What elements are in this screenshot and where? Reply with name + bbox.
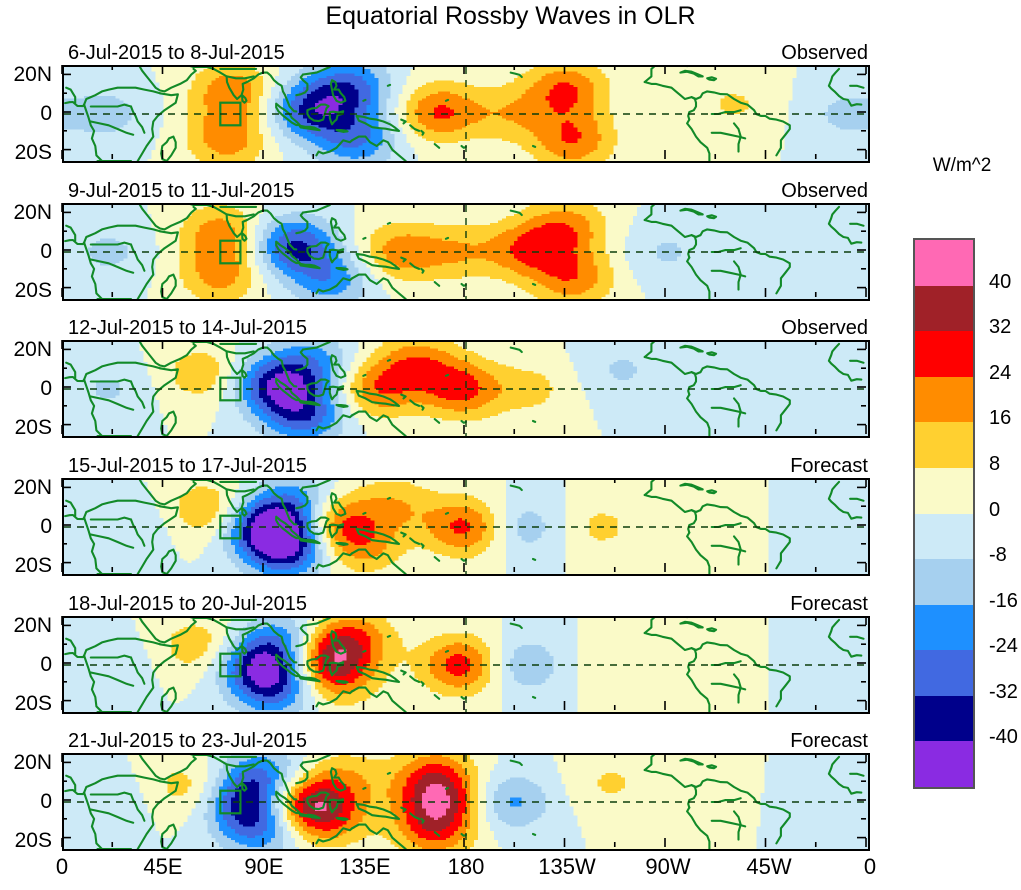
colorbar-tick-24: 24: [989, 361, 1012, 384]
contour-fill: [64, 342, 868, 436]
colorbar-tick-40: 40: [989, 270, 1012, 293]
colorbar-tick--16: -16: [989, 589, 1018, 612]
map-plot-area: [62, 478, 870, 576]
y-axis-label-20n: 20N: [13, 613, 52, 637]
colorbar-tick--24: -24: [989, 635, 1018, 658]
colorbar-tick-8: 8: [989, 452, 1001, 475]
colorbar-band-2: [915, 331, 973, 378]
colorbar-band-3: [915, 376, 973, 423]
x-axis-label-3: 135E: [339, 854, 391, 879]
map-plot-area: [62, 65, 870, 163]
colorbar-band-1: [915, 285, 973, 332]
map-panel-5: 18-Jul-2015 to 20-Jul-2015 Forecast: [61, 593, 870, 714]
colorbar-band-10: [915, 695, 973, 742]
panel-date-range-5: 18-Jul-2015 to 20-Jul-2015: [68, 593, 308, 615]
map-plot-area: [62, 203, 870, 301]
contour-fill: [64, 67, 868, 161]
colorbar-tick--32: -32: [989, 680, 1018, 703]
panel-date-range-1: 6-Jul-2015 to 8-Jul-2015: [68, 42, 285, 64]
colorbar-band-5: [915, 467, 973, 514]
panel-kind-label-1: Observed: [781, 42, 868, 64]
colorbar-tick--40: -40: [989, 726, 1018, 749]
x-axis-label-1: 45E: [143, 854, 183, 879]
x-axis: 0 45E 90E 135E 180 135W 90W 45W 0: [0, 852, 1021, 886]
colorbar-tick-16: 16: [989, 407, 1012, 430]
map-panel-3: 12-Jul-2015 to 14-Jul-2015 Observed: [61, 317, 870, 438]
colorbar-band-8: [915, 604, 973, 651]
colorbar: [913, 238, 975, 789]
panel-kind-label-2: Observed: [781, 180, 868, 202]
y-axis-label-0: 0: [40, 377, 52, 400]
coastlines: [64, 67, 865, 161]
map-panel-6: 21-Jul-2015 to 23-Jul-2015 Forecast: [61, 730, 870, 851]
coastlines: [64, 618, 865, 712]
map-plot-area: [62, 340, 870, 438]
x-axis-label-0: 0: [55, 854, 69, 879]
map-panel-2: 9-Jul-2015 to 11-Jul-2015 Observed: [61, 180, 870, 301]
x-axis-label-6: 90W: [645, 854, 691, 879]
y-axis-label-20s: 20S: [14, 692, 52, 716]
colorbar-tick--8: -8: [989, 544, 1007, 567]
colorbar-band-6: [915, 513, 973, 560]
coastlines: [64, 342, 865, 436]
colorbar-band-4: [915, 422, 973, 469]
y-axis-label-0: 0: [40, 790, 52, 813]
y-axis-label-0: 0: [40, 240, 52, 263]
colorbar-band-11: [915, 741, 973, 788]
map-plot-area: [62, 616, 870, 714]
y-axis-label-0: 0: [40, 653, 52, 676]
y-axis-label-20s: 20S: [14, 279, 52, 303]
panel-kind-label-6: Forecast: [790, 730, 868, 752]
panel-kind-label-5: Forecast: [790, 593, 868, 615]
y-axis-label-20n: 20N: [13, 62, 52, 86]
y-axis-label-20n: 20N: [13, 475, 52, 499]
y-axis-label-20s: 20S: [14, 554, 52, 578]
y-axis-label-20n: 20N: [13, 337, 52, 361]
y-axis-label-20n: 20N: [13, 200, 52, 224]
colorbar-band-9: [915, 650, 973, 697]
panel-date-range-6: 21-Jul-2015 to 23-Jul-2015: [68, 730, 308, 752]
y-axis-label-20s: 20S: [14, 141, 52, 165]
panel-date-range-3: 12-Jul-2015 to 14-Jul-2015: [68, 317, 308, 339]
coastlines: [64, 755, 865, 849]
x-axis-label-7: 45W: [746, 854, 792, 879]
x-axis-label-4: 180: [447, 854, 485, 879]
panel-kind-label-4: Forecast: [790, 455, 868, 477]
x-axis-label-5: 135W: [538, 854, 596, 879]
coastlines: [64, 205, 865, 299]
map-panel-4: 15-Jul-2015 to 17-Jul-2015 Forecast: [61, 455, 870, 576]
y-axis-label-0: 0: [40, 515, 52, 538]
map-plot-area: [62, 753, 870, 851]
panel-kind-label-3: Observed: [781, 317, 868, 339]
map-panel-1: 6-Jul-2015 to 8-Jul-2015 Observed: [61, 42, 870, 163]
coastlines: [64, 480, 865, 574]
panel-date-range-4: 15-Jul-2015 to 17-Jul-2015: [68, 455, 308, 477]
x-axis-label-8: 0: [863, 854, 877, 879]
colorbar-band-0: [915, 240, 973, 287]
colorbar-units-label: W/m^2: [932, 155, 992, 176]
page-title: Equatorial Rossby Waves in OLR: [325, 2, 696, 30]
contour-fill: [64, 480, 868, 574]
x-axis-label-2: 90E: [244, 854, 284, 879]
y-axis-label-0: 0: [40, 102, 52, 125]
colorbar-tick-0: 0: [989, 498, 1001, 521]
y-axis-label-20n: 20N: [13, 750, 52, 774]
colorbar-band-7: [915, 559, 973, 606]
y-axis-label-20s: 20S: [14, 829, 52, 853]
panel-date-range-2: 9-Jul-2015 to 11-Jul-2015: [68, 180, 295, 202]
y-axis-label-20s: 20S: [14, 416, 52, 440]
colorbar-tick-32: 32: [989, 316, 1012, 339]
